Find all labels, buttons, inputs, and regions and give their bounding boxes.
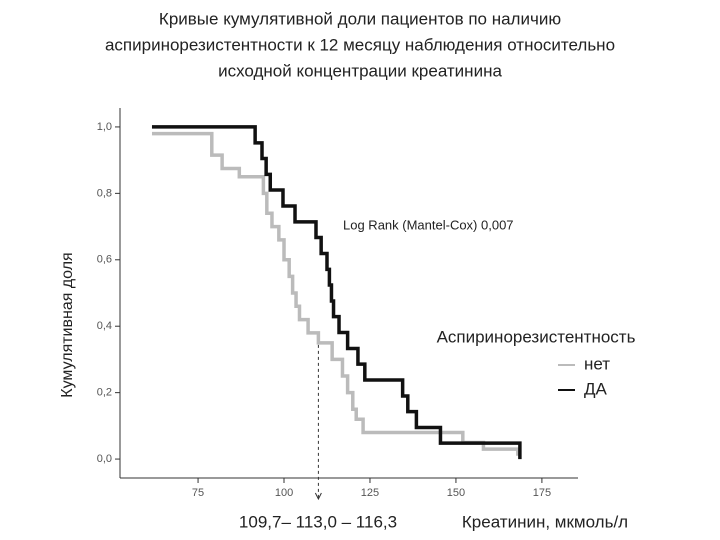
y-tick-label: 1,0 xyxy=(97,121,112,133)
x-tick-label: 100 xyxy=(275,487,293,499)
y-tick-label: 0,8 xyxy=(97,187,112,199)
chart-title: исходной концентрации креатинина xyxy=(218,61,502,80)
survival-curve xyxy=(151,131,520,456)
y-tick-label: 0,2 xyxy=(97,387,112,399)
chart-title: Кривые кумулятивной доли пациентов по на… xyxy=(159,9,561,28)
legend-title: Аспиринорезистентность xyxy=(437,327,636,346)
survival-curve xyxy=(151,125,522,460)
reference-arrow xyxy=(314,492,322,501)
y-tick-label: 0,0 xyxy=(97,453,112,465)
reference-label: 109,7– 113,0 – 116,3 xyxy=(239,512,397,531)
y-axis-label: Кумулятивная доля xyxy=(59,252,76,397)
x-tick-label: 75 xyxy=(192,487,204,499)
chart-title: аспиринорезистентности к 12 месяцу наблю… xyxy=(105,35,615,54)
x-tick-label: 175 xyxy=(533,487,551,499)
y-tick-label: 0,6 xyxy=(97,254,112,266)
legend-label: нет xyxy=(584,354,610,373)
x-tick-label: 125 xyxy=(361,487,379,499)
y-tick-label: 0,4 xyxy=(97,320,112,332)
annotation: Log Rank (Mantel-Cox) 0,007 xyxy=(343,217,514,232)
legend-label: ДА xyxy=(584,379,608,398)
x-axis-label: Креатинин, мкмоль/л xyxy=(462,512,628,531)
x-tick-label: 150 xyxy=(447,487,465,499)
